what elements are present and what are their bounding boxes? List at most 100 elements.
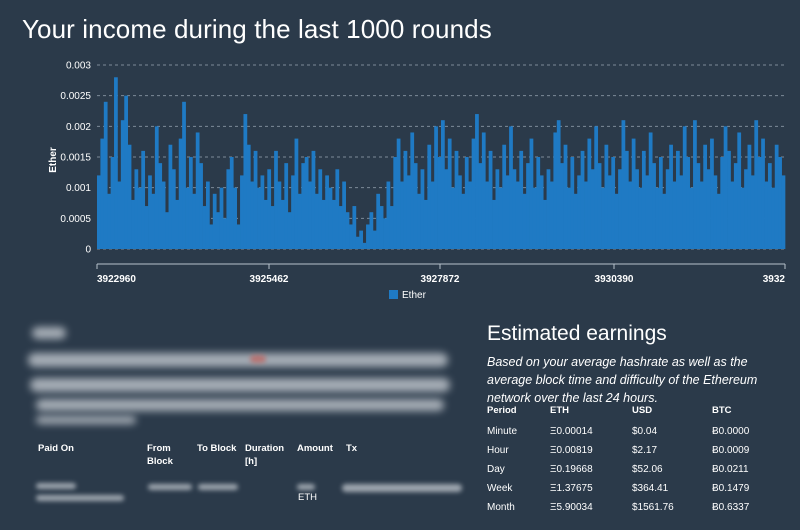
chart-bar <box>543 199 547 249</box>
chart-bar <box>379 206 384 249</box>
chart-bar <box>597 163 602 249</box>
chart-bar <box>441 120 445 249</box>
btc-cell: Ƀ0.0009 <box>712 445 750 456</box>
usd-cell: $364.41 <box>632 483 669 494</box>
chart-bar <box>761 138 765 249</box>
chart-bar <box>338 206 343 249</box>
chart-bar <box>716 193 721 249</box>
chart-bar <box>580 150 585 249</box>
chart-bar <box>383 218 387 249</box>
chart-bar <box>638 187 643 249</box>
chart-bar <box>389 206 394 249</box>
chart-bar <box>730 181 735 249</box>
chart-bar <box>141 150 146 249</box>
col-eth: ETH <box>550 405 569 416</box>
chart-bar <box>304 157 309 249</box>
chart-bar <box>406 175 411 249</box>
eth-cell: Ξ0.00014 <box>550 426 593 437</box>
chart-bar <box>178 138 183 249</box>
chart-bar <box>669 144 673 249</box>
chart-bar <box>243 114 248 249</box>
usd-cell: $2.17 <box>632 445 658 456</box>
chart-bar <box>485 181 490 249</box>
chart-bar <box>767 163 772 249</box>
chart-bar <box>168 144 173 249</box>
chart-bar <box>291 175 295 249</box>
y-axis-label: Ether <box>48 147 59 173</box>
chart-bar <box>260 175 265 249</box>
chart-bar <box>185 187 190 249</box>
chart-bar <box>744 169 748 249</box>
chart-bar <box>352 206 357 249</box>
payouts-col-to-block: To Block <box>197 443 237 454</box>
chart-bar <box>556 120 561 249</box>
chart-bar <box>284 163 289 249</box>
chart-bar <box>434 126 438 249</box>
chart-bar <box>703 144 708 249</box>
chart-bar <box>747 144 752 249</box>
chart-bar <box>158 163 163 249</box>
chart-bar <box>696 163 701 249</box>
chart-bar <box>423 199 428 249</box>
chart-bar <box>372 230 377 249</box>
period-cell: Minute <box>487 426 518 437</box>
chart-bar <box>488 150 493 249</box>
table-row: Month Ξ5.90034 $1561.76 Ƀ0.6337 <box>487 498 772 517</box>
chart-bar <box>114 77 118 249</box>
payouts-col-paid-on: Paid On <box>38 443 74 454</box>
chart-bar <box>686 157 690 249</box>
eth-cell: Ξ0.19668 <box>550 464 593 475</box>
chart-bar <box>754 120 759 249</box>
legend-swatch[interactable] <box>389 290 398 299</box>
chart-bar <box>301 163 306 249</box>
table-row: Minute Ξ0.00014 $0.04 Ƀ0.0000 <box>487 422 772 441</box>
chart-bar <box>652 163 656 249</box>
chart-bar <box>318 169 323 249</box>
chart-bar <box>97 175 101 249</box>
chart-bar <box>437 157 442 249</box>
chart-bar <box>587 138 592 249</box>
chart-bar <box>601 187 605 249</box>
eth-cell: Ξ1.37675 <box>550 483 593 494</box>
chart-bar <box>515 181 520 249</box>
chart-bar <box>223 218 227 249</box>
chart-bar <box>335 169 340 249</box>
y-tick-label: 0.003 <box>66 61 91 72</box>
chart-bar <box>522 193 527 249</box>
chart-bar <box>161 181 166 249</box>
chart-bar <box>120 120 125 249</box>
chart-bar <box>655 187 660 249</box>
chart-bar <box>468 181 473 249</box>
payouts-col-from-block: From Block <box>147 443 173 467</box>
chart-bar <box>314 193 319 249</box>
chart-bar <box>764 181 769 249</box>
chart-bar <box>536 157 541 249</box>
chart-bar <box>699 181 704 249</box>
legend-label[interactable]: Ether <box>402 290 427 301</box>
chart-bar <box>532 187 537 249</box>
chart-bar <box>253 150 258 249</box>
page-title: Your income during the last 1000 rounds <box>22 14 492 44</box>
chart-bar <box>134 169 139 249</box>
y-tick-label: 0.0005 <box>60 214 91 225</box>
chart-bar <box>750 175 755 249</box>
chart-bar <box>539 175 544 249</box>
chart-bar <box>131 199 135 249</box>
chart-bar <box>287 212 292 249</box>
chart-bar <box>631 138 636 249</box>
chart-bar <box>403 150 408 249</box>
chart-bar <box>294 138 299 249</box>
chart-bar <box>628 181 633 249</box>
x-tick-label: 3922960 <box>97 274 136 285</box>
x-axis-ticks: 3922960 3925462 3927872 3930390 3932 <box>96 264 786 285</box>
chart-bar <box>771 187 776 249</box>
estimated-earnings-title: Estimated earnings <box>487 322 667 345</box>
chart-bar <box>100 138 105 249</box>
chart-bar <box>195 132 200 249</box>
estimated-earnings-description: Based on your average hashrate as well a… <box>487 355 758 405</box>
income-bar-chart: 0 0.0005 0.001 0.0015 0.002 0.0025 0.003 39229… <box>48 61 786 301</box>
y-tick-label: 0 <box>85 245 91 256</box>
table-row: Hour Ξ0.00819 $2.17 Ƀ0.0009 <box>487 441 772 460</box>
chart-bar <box>270 206 275 249</box>
table-header-row: Period ETH USD BTC <box>487 405 772 422</box>
